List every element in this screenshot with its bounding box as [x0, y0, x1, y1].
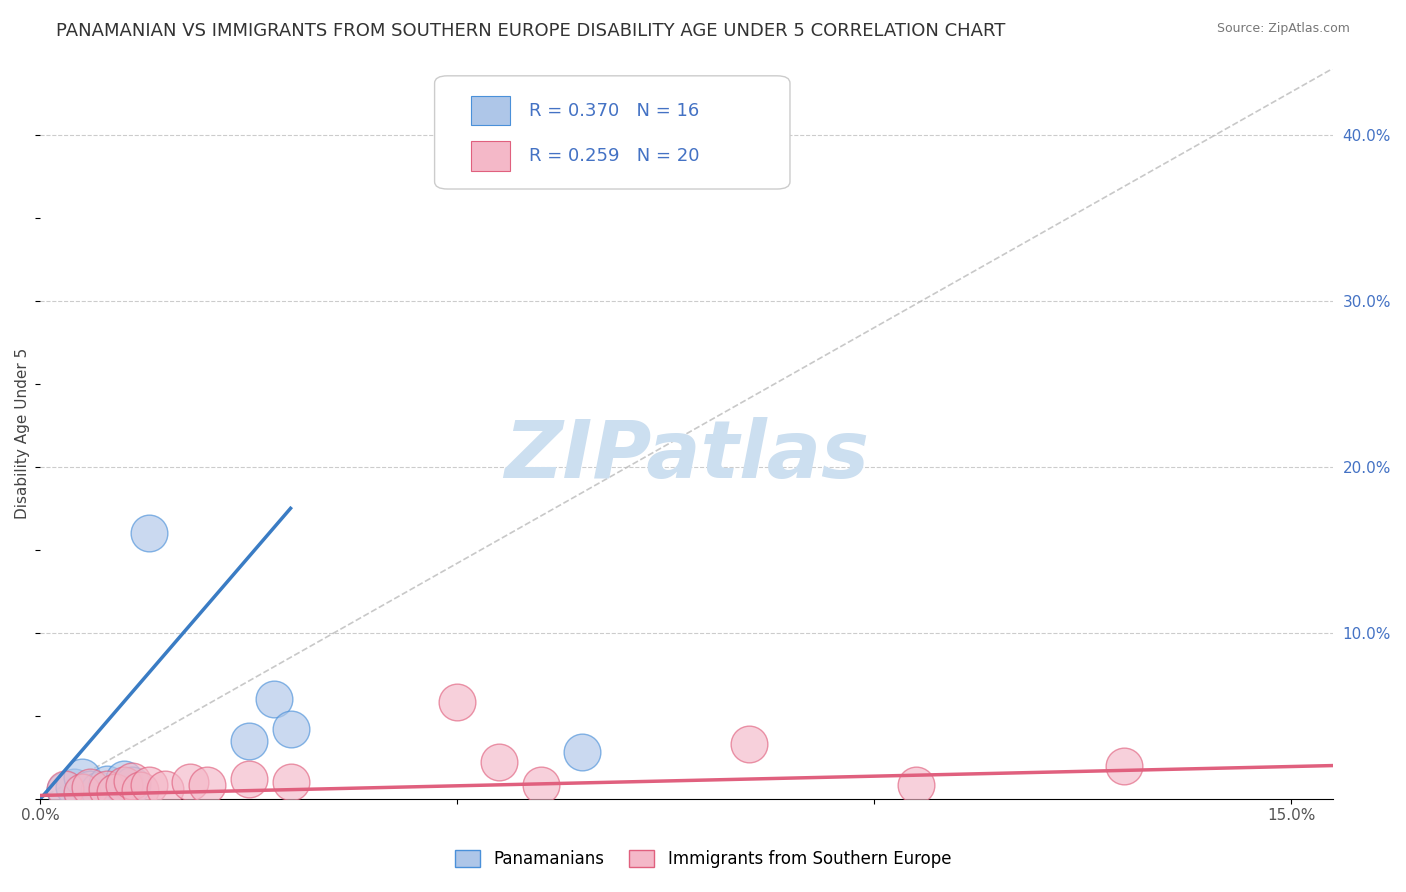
- Point: [121, 779, 143, 793]
- Point: [121, 773, 143, 788]
- Point: [904, 779, 927, 793]
- Point: [112, 772, 135, 786]
- FancyBboxPatch shape: [471, 96, 509, 126]
- Text: Source: ZipAtlas.com: Source: ZipAtlas.com: [1216, 22, 1350, 36]
- Point: [263, 692, 285, 706]
- Y-axis label: Disability Age Under 5: Disability Age Under 5: [15, 348, 30, 519]
- Point: [96, 781, 118, 796]
- Point: [70, 787, 93, 801]
- Point: [738, 737, 761, 751]
- Point: [87, 783, 110, 797]
- Point: [112, 780, 135, 794]
- Point: [238, 733, 260, 747]
- Text: ZIPatlas: ZIPatlas: [505, 417, 869, 494]
- Point: [280, 722, 302, 736]
- Point: [280, 775, 302, 789]
- Text: R = 0.370   N = 16: R = 0.370 N = 16: [529, 102, 699, 120]
- Point: [104, 785, 127, 799]
- Point: [488, 756, 510, 770]
- FancyBboxPatch shape: [471, 142, 509, 170]
- Point: [155, 781, 177, 796]
- FancyBboxPatch shape: [434, 76, 790, 189]
- Point: [112, 779, 135, 793]
- Point: [179, 775, 201, 789]
- Point: [530, 779, 553, 793]
- Text: PANAMANIAN VS IMMIGRANTS FROM SOUTHERN EUROPE DISABILITY AGE UNDER 5 CORRELATION: PANAMANIAN VS IMMIGRANTS FROM SOUTHERN E…: [56, 22, 1005, 40]
- Point: [195, 779, 218, 793]
- Point: [238, 772, 260, 786]
- Point: [96, 777, 118, 791]
- Point: [55, 781, 77, 796]
- Point: [70, 770, 93, 784]
- Point: [55, 783, 77, 797]
- Point: [79, 780, 101, 794]
- Legend: Panamanians, Immigrants from Southern Europe: Panamanians, Immigrants from Southern Eu…: [449, 843, 957, 875]
- Point: [62, 780, 84, 794]
- Point: [129, 783, 152, 797]
- Point: [1114, 758, 1136, 772]
- Point: [104, 785, 127, 799]
- Point: [70, 785, 93, 799]
- Point: [446, 696, 468, 710]
- Point: [138, 779, 160, 793]
- Point: [79, 781, 101, 796]
- Text: R = 0.259   N = 20: R = 0.259 N = 20: [529, 147, 699, 165]
- Point: [138, 526, 160, 541]
- Point: [571, 745, 593, 759]
